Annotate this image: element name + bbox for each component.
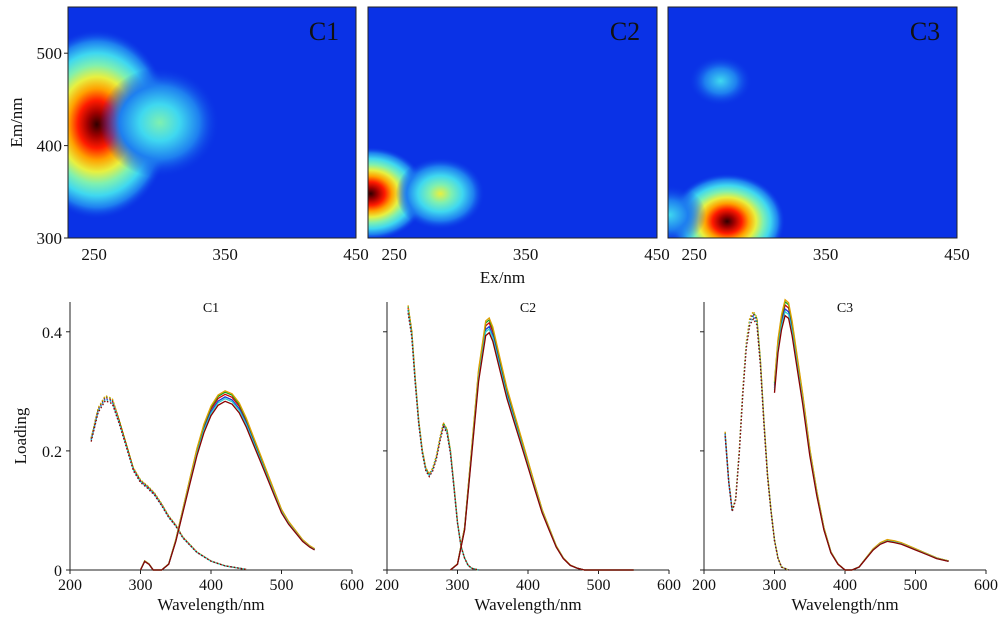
excitation-line-1 — [724, 312, 789, 571]
x-tick-label: 500 — [904, 577, 928, 594]
excitation-line-5 — [724, 315, 789, 571]
x-tick-label: 600 — [657, 577, 681, 594]
emission-line-5 — [139, 397, 315, 571]
x-tick-label: 600 — [974, 577, 998, 594]
emission-line-4 — [773, 298, 949, 571]
excitation-line-1 — [407, 307, 479, 571]
excitation-line-4 — [407, 305, 479, 571]
y-tick-label: 500 — [37, 44, 63, 63]
x-tick-label: 500 — [587, 577, 611, 594]
x-tick-label: 300 — [446, 577, 470, 594]
x-tick-label: 350 — [212, 245, 238, 264]
emission-line-3 — [449, 318, 634, 571]
line-panel-c3: C3 200 300 400 500 600 Wavelength/nm — [692, 298, 998, 614]
y-axis-label: Loading — [11, 407, 30, 464]
excitation-line-5 — [90, 398, 247, 571]
y-tick-label: 0.2 — [42, 444, 62, 461]
emission-line-1 — [449, 321, 634, 571]
emission-line-2 — [449, 325, 634, 571]
peak-3 — [688, 55, 753, 107]
excitation-line-3 — [724, 311, 789, 571]
emission-line-1 — [139, 393, 315, 571]
x-tick-label: 300 — [129, 577, 153, 594]
emission-line-4 — [139, 390, 315, 571]
emission-line-5 — [449, 327, 634, 571]
y-tick-label: 0 — [54, 563, 62, 580]
x-tick-label: 500 — [270, 577, 294, 594]
emission-line-6 — [139, 400, 315, 571]
excitation-line-5 — [407, 311, 479, 571]
heatmap-frame — [67, 6, 357, 239]
x-tick-label: 450 — [644, 245, 670, 264]
x-tick-label: 250 — [682, 245, 708, 264]
y-axis-label: Em/nm — [7, 97, 26, 147]
x-tick-label: 400 — [516, 577, 540, 594]
excitation-line-6 — [90, 399, 247, 571]
peak-2 — [668, 185, 707, 238]
x-axis-label: Wavelength/nm — [474, 595, 581, 614]
excitation-line-3 — [90, 395, 247, 571]
panel-label: C3 — [910, 17, 940, 46]
excitation-line-2 — [90, 397, 247, 571]
excitation-line-6 — [407, 313, 479, 571]
x-tick-label: 400 — [833, 577, 857, 594]
x-tick-label: 200 — [58, 577, 82, 594]
heatmap-contours — [68, 29, 220, 220]
excitation-line-4 — [724, 310, 789, 571]
x-tick-label: 300 — [763, 577, 787, 594]
x-axis-label: Ex/nm — [480, 268, 525, 287]
x-tick-label: 200 — [692, 577, 716, 594]
excitation-line-4 — [90, 394, 247, 571]
y-tick-label: 400 — [37, 137, 63, 156]
emission-line-1 — [773, 303, 949, 571]
x-tick-label: 450 — [343, 245, 369, 264]
line-panel-c2: C2 200 300 400 500 600 Wavelength/nm — [375, 301, 681, 614]
panel-title: C3 — [837, 301, 853, 316]
heatmap-frame — [367, 6, 658, 239]
emission-line-4 — [449, 316, 634, 571]
excitation-line-2 — [724, 314, 789, 571]
emission-line-5 — [773, 310, 949, 571]
excitation-line-6 — [724, 317, 789, 571]
heatmap-contours — [668, 55, 786, 238]
x-tick-label: 450 — [944, 245, 970, 264]
x-tick-label: 400 — [199, 577, 223, 594]
line-panel-c1: C1 200 300 400 500 600 Wavelength/nm 0 0.2 0.4 Loa… — [11, 301, 364, 614]
excitation-line-3 — [407, 306, 479, 571]
peak-2 — [99, 67, 220, 178]
emission-line-2 — [139, 396, 315, 571]
x-tick-label: 350 — [513, 245, 539, 264]
x-tick-label: 600 — [340, 577, 364, 594]
panel-label: C2 — [610, 17, 640, 46]
heatmap-panel-c3: C3 250 350 450 — [667, 6, 970, 264]
emission-line-6 — [773, 314, 949, 571]
y-tick-label: 0.4 — [42, 325, 62, 342]
panel-label: C1 — [309, 17, 339, 46]
heatmap-panel-c1: C1 250 350 450 300 400 500 Em/nm — [7, 6, 369, 264]
x-axis-label: Wavelength/nm — [157, 595, 264, 614]
x-tick-label: 350 — [813, 245, 839, 264]
panel-title: C1 — [203, 301, 219, 316]
heatmap-panel-c2: C2 250 350 450 Ex/nm — [367, 6, 670, 287]
excitation-line-1 — [90, 396, 247, 571]
x-tick-label: 200 — [375, 577, 399, 594]
emission-line-6 — [449, 331, 634, 571]
emission-line-3 — [773, 300, 949, 571]
x-tick-label: 250 — [382, 245, 408, 264]
excitation-line-2 — [407, 309, 479, 571]
emission-line-2 — [773, 307, 949, 571]
peak-2 — [395, 157, 485, 230]
heatmap-frame — [667, 6, 958, 239]
y-tick-label: 300 — [37, 229, 63, 248]
emission-line-3 — [139, 391, 315, 571]
panel-title: C2 — [520, 301, 536, 316]
x-axis-label: Wavelength/nm — [791, 595, 898, 614]
x-tick-label: 250 — [81, 245, 107, 264]
heatmap-contours — [368, 146, 485, 238]
